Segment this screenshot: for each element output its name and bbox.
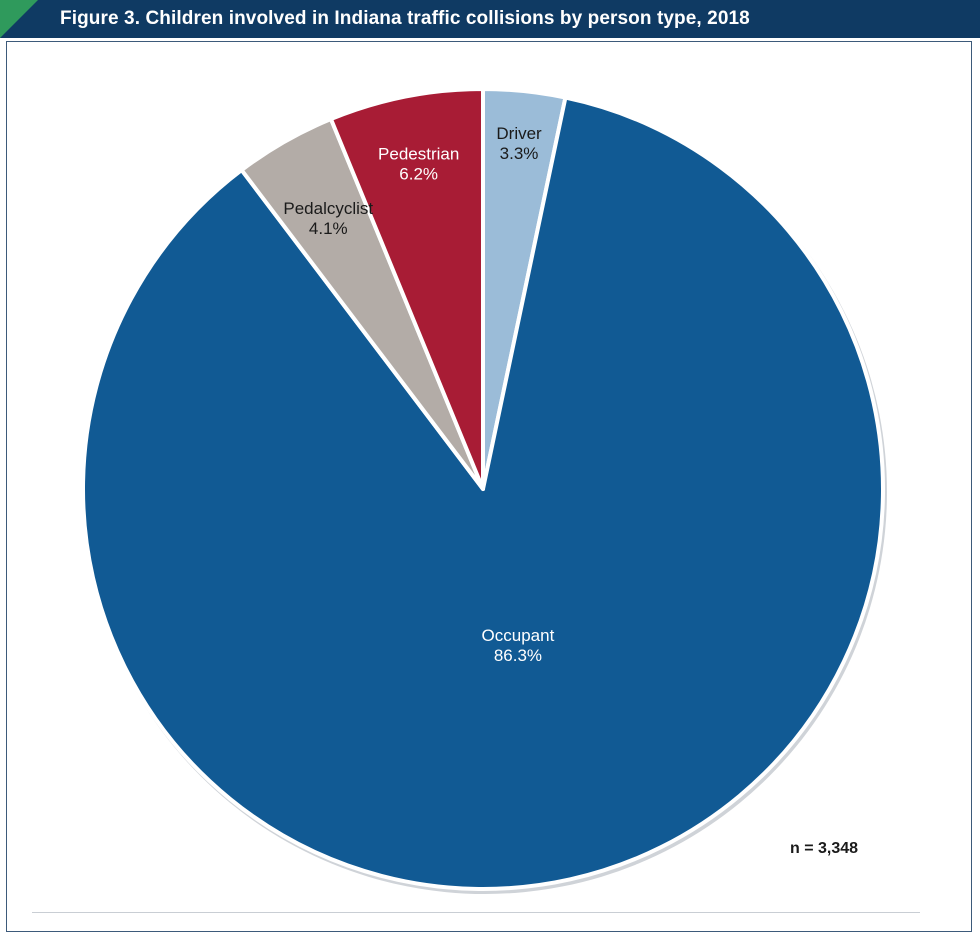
pie-slices — [81, 87, 887, 894]
pie-slice-pedestrian — [328, 87, 485, 491]
sample-size-note: n = 3,348 — [790, 840, 859, 857]
pie-slice-occupant — [81, 95, 885, 891]
slice-value-pedestrian: 6.2% — [399, 164, 438, 183]
slice-label-driver: Driver — [496, 124, 542, 143]
figure-header: Figure 3. Children involved in Indiana t… — [0, 0, 980, 38]
slice-value-driver: 3.3% — [500, 144, 539, 163]
chart-frame — [6, 41, 972, 932]
slice-label-pedalcyclist: Pedalcyclist — [283, 199, 373, 218]
header-accent — [0, 0, 38, 38]
slice-value-pedalcyclist: 4.1% — [309, 219, 348, 238]
slice-value-occupant: 86.3% — [494, 646, 542, 665]
bottom-divider — [32, 912, 920, 913]
slice-label-occupant: Occupant — [482, 626, 555, 645]
slice-label-pedestrian: Pedestrian — [378, 144, 459, 163]
figure-title: Figure 3. Children involved in Indiana t… — [60, 8, 750, 29]
